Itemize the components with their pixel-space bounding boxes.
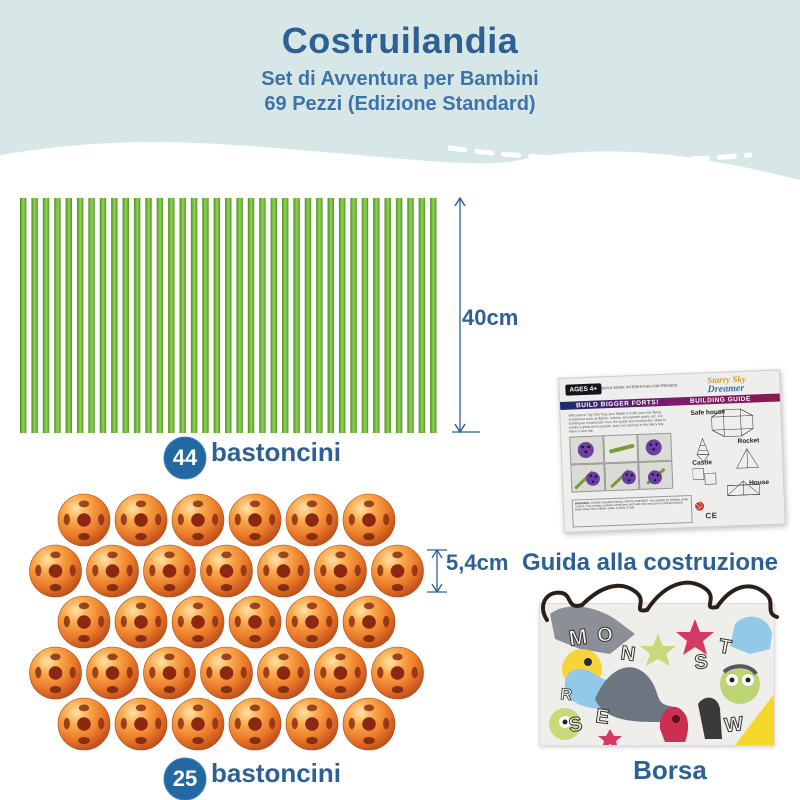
svg-text:Castle: Castle — [692, 459, 712, 467]
svg-text:N: N — [619, 642, 636, 666]
svg-text:O: O — [596, 623, 614, 647]
svg-text:M: M — [567, 624, 589, 651]
svg-text:Safe house: Safe house — [690, 409, 725, 417]
svg-text:W: W — [723, 713, 744, 737]
svg-text:S: S — [694, 651, 709, 674]
svg-text:R: R — [560, 686, 574, 704]
svg-text:Rocket: Rocket — [737, 437, 760, 445]
